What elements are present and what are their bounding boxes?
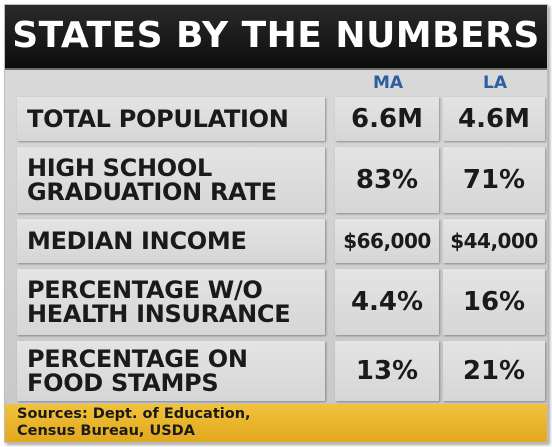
value-la: $44,000 [450, 229, 538, 253]
value-ma: 13% [355, 356, 419, 386]
row-label-cell: MEDIAN INCOME [17, 219, 325, 263]
value-cell-la: $44,000 [443, 219, 545, 263]
row-label: PERCENTAGE ON FOOD STAMPS [27, 345, 248, 397]
value-cell-ma: 83% [335, 147, 439, 213]
column-header-la: LA [483, 73, 507, 93]
value-cell-la: 21% [443, 341, 545, 401]
value-cell-la: 71% [443, 147, 545, 213]
value-cell-ma: 4.4% [335, 269, 439, 335]
value-cell-ma: $66,000 [335, 219, 439, 263]
value-la: 16% [462, 287, 526, 317]
row-label: TOTAL POPULATION [27, 105, 289, 133]
value-la: 4.6M [458, 104, 530, 134]
value-la: 21% [462, 356, 526, 386]
value-la: 71% [462, 165, 526, 195]
value-cell-ma: 6.6M [335, 97, 439, 141]
value-ma: 4.4% [350, 287, 424, 317]
column-header-ma: MA [372, 73, 404, 93]
value-cell-ma: 13% [335, 341, 439, 401]
row-label-cell: PERCENTAGE ON FOOD STAMPS [17, 341, 325, 401]
value-cell-la: 4.6M [443, 97, 545, 141]
row-label-cell: PERCENTAGE W/O HEALTH INSURANCE [17, 269, 325, 335]
row-label: MEDIAN INCOME [27, 227, 247, 255]
title-bar: STATES BY THE NUMBERS [5, 5, 547, 70]
row-label: PERCENTAGE W/O HEALTH INSURANCE [27, 276, 291, 328]
graphic-frame: STATES BY THE NUMBERS MA LA TOTAL POPULA… [4, 4, 548, 443]
value-ma: 6.6M [351, 104, 423, 134]
value-ma: 83% [355, 165, 419, 195]
value-cell-la: 16% [443, 269, 545, 335]
graphic-title: STATES BY THE NUMBERS [12, 15, 540, 56]
sources-text: Sources: Dept. of Education, Census Bure… [17, 406, 251, 439]
row-label-cell: HIGH SCHOOL GRADUATION RATE [17, 147, 325, 213]
row-label-cell: TOTAL POPULATION [17, 97, 325, 141]
value-ma: $66,000 [343, 229, 431, 253]
row-label: HIGH SCHOOL GRADUATION RATE [27, 154, 277, 206]
sources-bar: Sources: Dept. of Education, Census Bure… [5, 404, 547, 442]
